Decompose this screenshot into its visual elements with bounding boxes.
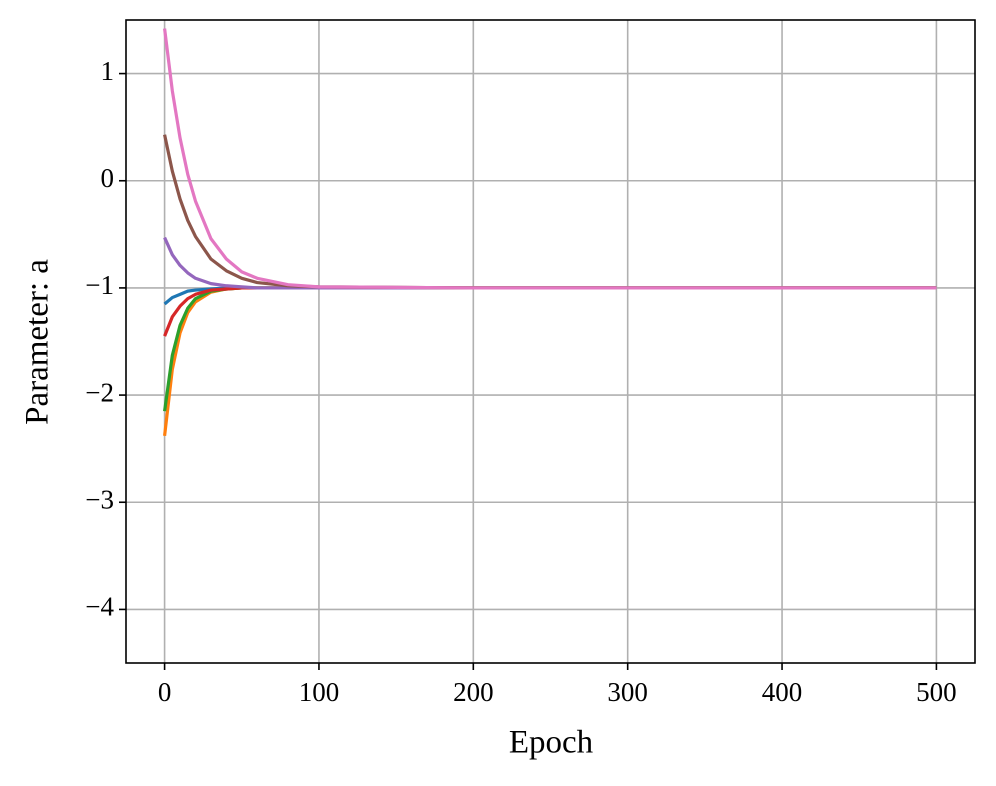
series-line bbox=[163, 286, 937, 306]
y-axis-label: Parameter: a bbox=[20, 259, 56, 425]
y-tick-label: 1 bbox=[101, 56, 115, 86]
series-line bbox=[163, 286, 937, 337]
series-line bbox=[163, 134, 937, 290]
y-tick-label: −1 bbox=[85, 270, 114, 300]
series-line bbox=[163, 286, 937, 412]
x-tick-label: 100 bbox=[299, 677, 340, 707]
x-tick-label: 0 bbox=[158, 677, 172, 707]
plot-frame bbox=[125, 19, 976, 664]
series-line bbox=[163, 236, 937, 290]
x-axis-label: Epoch bbox=[509, 725, 594, 761]
y-tick-label: −4 bbox=[85, 592, 114, 622]
y-tick-label: −2 bbox=[85, 377, 114, 407]
y-tick-label: −3 bbox=[85, 484, 114, 514]
x-tick-label: 200 bbox=[453, 677, 494, 707]
x-tick-label: 400 bbox=[762, 677, 803, 707]
series-line bbox=[163, 286, 937, 436]
y-tick-label: 0 bbox=[101, 163, 115, 193]
series-line bbox=[163, 28, 937, 290]
x-tick-label: 500 bbox=[916, 677, 957, 707]
x-tick-label: 300 bbox=[607, 677, 648, 707]
